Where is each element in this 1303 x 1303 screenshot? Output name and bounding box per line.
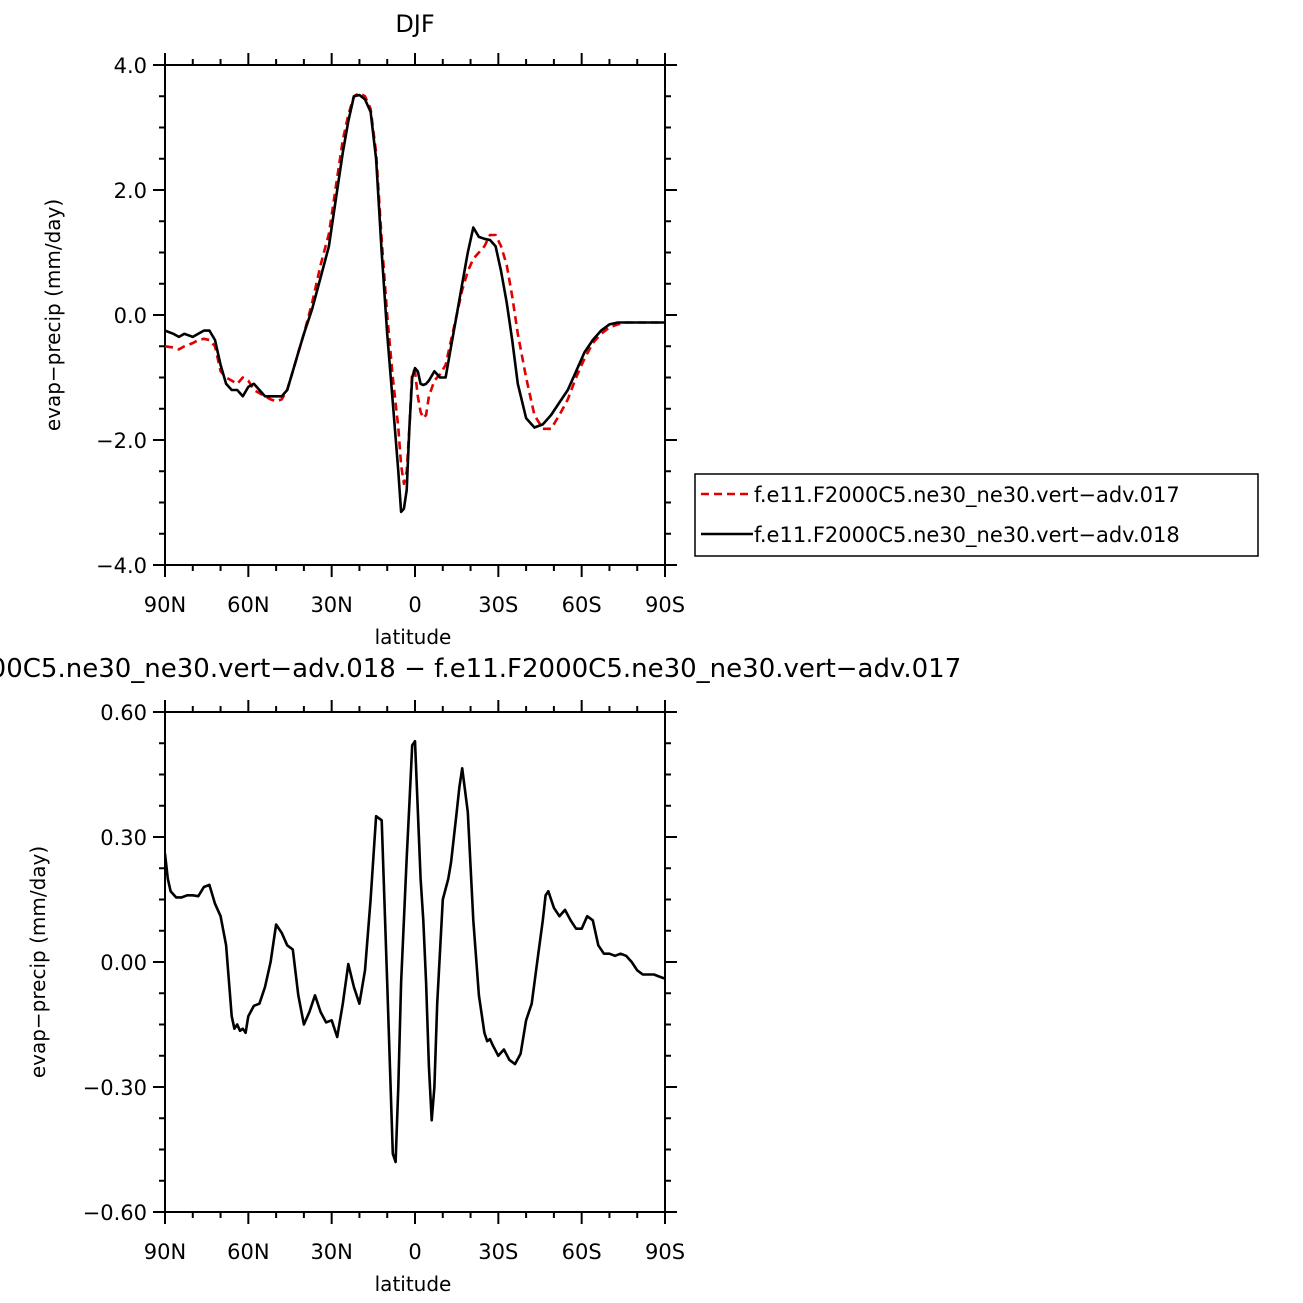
legend-label-2: f.e11.F2000C5.ne30_ne30.vert−adv.018 xyxy=(754,523,1180,548)
chart-title: f.e11.F2000C5.ne30_ne30.vert−adv.018 − f… xyxy=(0,654,961,684)
x-tick-label: 60N xyxy=(227,593,269,617)
y-tick-label: 4.0 xyxy=(114,54,147,78)
y-tick-label: 2.0 xyxy=(114,179,147,203)
series-line-2 xyxy=(165,93,665,514)
x-axis-label: latitude xyxy=(375,1272,452,1296)
x-tick-label: 60S xyxy=(562,1240,602,1264)
plot-frame xyxy=(164,711,666,1213)
chart-title: DJF xyxy=(395,10,434,38)
x-tick-label: 0 xyxy=(408,593,421,617)
y-tick-label: 0.30 xyxy=(100,826,147,850)
x-tick-label: 60S xyxy=(562,593,602,617)
y-tick-label: 0.00 xyxy=(100,951,147,975)
x-axis-label: latitude xyxy=(375,625,452,649)
y-tick-label: −4.0 xyxy=(96,554,147,578)
series-line-1 xyxy=(165,739,665,1164)
y-tick-label: 0.60 xyxy=(100,701,147,725)
x-tick-label: 90N xyxy=(144,593,186,617)
y-tick-label: −2.0 xyxy=(96,429,147,453)
y-axis-label: evap−precip (mm/day) xyxy=(26,846,50,1078)
x-tick-label: 30S xyxy=(478,1240,518,1264)
x-tick-label: 30N xyxy=(310,1240,352,1264)
x-tick-label: 30S xyxy=(478,593,518,617)
y-tick-label: 0.0 xyxy=(114,304,147,328)
plot-frame xyxy=(164,64,666,566)
x-tick-label: 60N xyxy=(227,1240,269,1264)
x-tick-label: 90S xyxy=(645,593,685,617)
x-tick-label: 90S xyxy=(645,1240,685,1264)
top-panel: DJF 90N 60N 30N 0 30S 60S 90S 4.0 2.0 0.0 −2.0 −4.0 l… xyxy=(41,10,1259,649)
x-tick-label: 90N xyxy=(144,1240,186,1264)
y-tick-label: −0.30 xyxy=(83,1076,147,1100)
bottom-panel: f.e11.F2000C5.ne30_ne30.vert−adv.018 − f… xyxy=(0,654,961,1296)
legend: f.e11.F2000C5.ne30_ne30.vert−adv.017 f.e1… xyxy=(694,473,1259,557)
series-line-1 xyxy=(165,91,665,486)
x-tick-label: 30N xyxy=(310,593,352,617)
y-axis-label: evap−precip (mm/day) xyxy=(41,199,65,431)
x-tick-label: 0 xyxy=(408,1240,421,1264)
y-tick-label: −0.60 xyxy=(83,1201,147,1225)
legend-label-1: f.e11.F2000C5.ne30_ne30.vert−adv.017 xyxy=(754,483,1180,508)
legend-box xyxy=(694,473,1259,557)
